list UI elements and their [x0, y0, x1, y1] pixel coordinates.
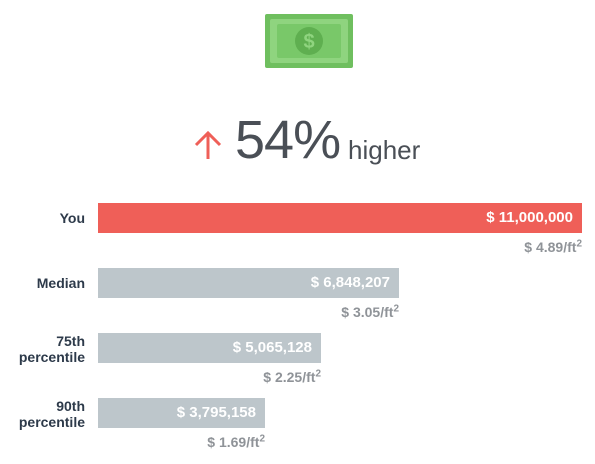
bar: $ 11,000,000	[98, 203, 582, 233]
bar-value-label: $ 6,848,207	[310, 274, 390, 291]
per-area-exponent: 2	[393, 303, 399, 315]
money-bill-icon: $	[265, 14, 353, 68]
bar-value-label: $ 5,065,128	[232, 339, 312, 356]
arrow-up-icon	[194, 130, 222, 159]
per-area-label: $ 3.05/ft2	[341, 303, 399, 320]
bar-value-label: $ 3,795,158	[176, 404, 256, 421]
per-area-exponent: 2	[315, 368, 321, 380]
per-area-exponent: 2	[259, 433, 265, 445]
per-area-label: $ 2.25/ft2	[263, 368, 321, 385]
bar: $ 6,848,207	[98, 268, 399, 298]
bar: $ 5,065,128	[98, 333, 321, 363]
svg-text:$: $	[303, 31, 314, 53]
percent-difference: 54%	[235, 110, 341, 170]
per-area-exponent: 2	[576, 238, 582, 250]
bar: $ 3,795,158	[98, 398, 265, 428]
category-label: Median	[36, 275, 85, 291]
per-area-label: $ 4.89/ft2	[524, 238, 582, 255]
percent-suffix: higher	[348, 135, 421, 165]
category-label: 75th percentile	[18, 333, 85, 365]
bar-value-label: $ 11,000,000	[486, 209, 573, 226]
category-label: You	[59, 210, 85, 226]
category-label: 90th percentile	[18, 398, 85, 430]
per-area-label: $ 1.69/ft2	[207, 433, 265, 450]
headline: 54% higher	[0, 108, 595, 172]
